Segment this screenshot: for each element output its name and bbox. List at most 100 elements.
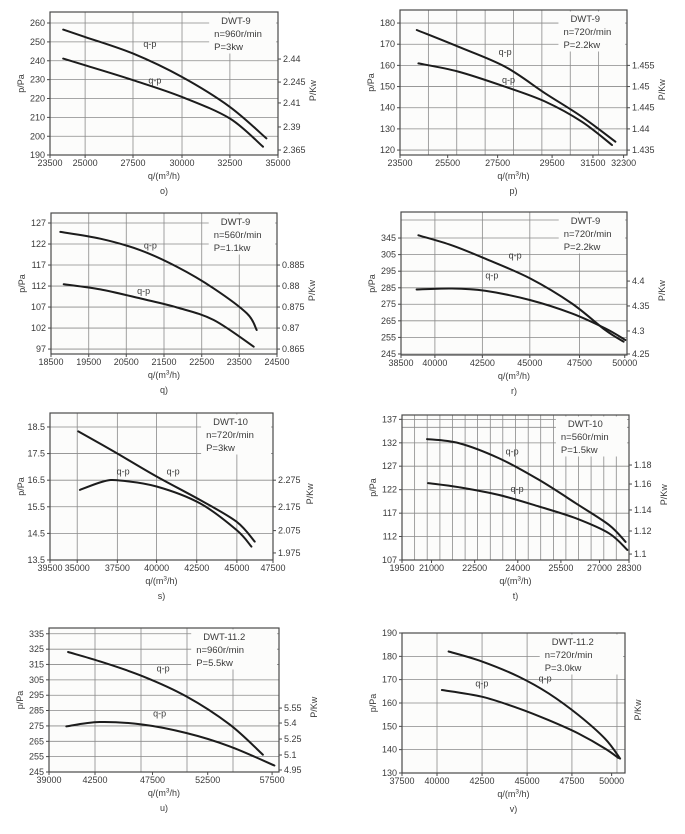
x-axis-label-pre: q/(m [145, 576, 163, 586]
x-tick-label: 18500 [38, 357, 63, 367]
plot-frame [401, 414, 630, 561]
y-left-tick-label: 275 [381, 299, 396, 309]
y-left-tick-label: 107 [31, 302, 46, 312]
y-left-tick-label: 127 [31, 218, 46, 228]
y-right-tick-label: 1.44 [632, 124, 650, 134]
qp-curve-upper [77, 430, 256, 543]
title-background [191, 629, 277, 670]
x-axis-label: q/(m3/h) [148, 370, 180, 381]
plot-frame [48, 627, 280, 773]
x-tick-label: 30000 [169, 158, 194, 168]
panel-letter: p) [509, 186, 517, 196]
x-tick-label: 47500 [559, 776, 584, 786]
x-axis-label-pre: q/(m [497, 789, 515, 799]
plot-frame [49, 11, 279, 156]
x-tick-label: 40000 [144, 563, 169, 573]
x-axis-label-post: /h) [520, 371, 531, 381]
x-tick-label: 35000 [265, 158, 290, 168]
y-right-tick-label: 1.12 [634, 526, 652, 536]
x-axis-label: q/(m3/h) [498, 371, 530, 382]
y-right-tick-label: 2.075 [278, 526, 301, 536]
y-left-tick-label: 112 [32, 281, 46, 291]
chart-title-line: P=1.5kw [561, 445, 598, 456]
y-left-tick-label: 240 [30, 56, 45, 66]
qp-curve-upper [447, 650, 622, 760]
chart-title-line: DWT-10 [213, 417, 248, 428]
y-left-tick-label: 260 [30, 18, 45, 28]
qp-curve-upper [67, 651, 264, 756]
x-axis-label-sup: 3 [516, 371, 520, 378]
y-left-tick-label: 13.5 [27, 555, 45, 565]
qp-curve-lower [65, 720, 276, 767]
y-right-tick-label: 5.25 [284, 734, 302, 744]
y-left-tick-label: 130 [380, 124, 395, 134]
panel-q-chart: DWT-9 n=560r/min P=1.1kw q-p q-p 127 122 117 112… [17, 212, 317, 395]
y-right-tick-label: 1.435 [632, 145, 655, 155]
y-axis-label-left: p/Pa [16, 477, 26, 496]
x-tick-label: 39000 [36, 775, 61, 785]
x-axis-label-sup: 3 [517, 576, 521, 583]
y-left-tick-label: 250 [30, 37, 45, 47]
qp-curve-upper [417, 234, 625, 343]
x-tick-label: 39500 [37, 563, 62, 573]
qp-curve-lower [78, 478, 253, 548]
y-axis-label-right: P/Kw [309, 696, 319, 718]
y-left-tick-label: 285 [29, 706, 44, 716]
x-tick-label: 52500 [195, 775, 220, 785]
plot-frame [400, 211, 628, 356]
chart-title-line: DWT-9 [221, 217, 251, 228]
title-background [555, 416, 627, 457]
y-axis-label-left: p/Pa [366, 73, 376, 92]
x-axis-label: q/(m3/h) [148, 788, 180, 799]
title-background [558, 11, 625, 52]
y-axis-label-right: P/Kw [659, 484, 669, 506]
y-right-tick-label: 2.275 [278, 475, 301, 485]
x-tick-label: 47500 [567, 358, 592, 368]
x-tick-label: 22500 [462, 563, 487, 573]
y-left-tick-label: 275 [29, 721, 44, 731]
y-left-tick-label: 325 [29, 644, 44, 654]
y-left-tick-label: 160 [382, 698, 397, 708]
y-right-tick-label: 1.14 [634, 505, 652, 515]
x-tick-label: 25500 [548, 563, 573, 573]
y-left-tick-label: 170 [380, 39, 395, 49]
x-tick-label: 42500 [82, 775, 107, 785]
x-axis-label-post: /h) [519, 171, 530, 181]
chart-title-line: P=2.2kw [563, 40, 600, 51]
panel-letter: s) [158, 591, 166, 601]
chart-title-line: n=720r/min [545, 650, 593, 661]
y-left-tick-label: 305 [29, 675, 44, 685]
x-tick-label: 19500 [389, 563, 414, 573]
x-tick-label: 21000 [419, 563, 444, 573]
y-left-tick-label: 150 [380, 82, 395, 92]
y-left-tick-label: 150 [382, 721, 397, 731]
y-right-tick-label: 2.245 [283, 77, 306, 87]
x-tick-label: 42500 [470, 776, 495, 786]
x-tick-label: 42500 [470, 358, 495, 368]
plot-frame [49, 412, 274, 561]
y-right-tick-label: 5.55 [284, 703, 302, 713]
y-right-tick-label: 4.35 [632, 301, 650, 311]
y-right-tick-label: 4.3 [632, 326, 645, 336]
x-axis-label-post: /h) [521, 576, 532, 586]
panel-s-chart: DWT-10 n=720r/min P=3kw q-p q-p 18.5 17.5 16.5 1… [16, 412, 315, 601]
y-left-tick-label: 127 [382, 461, 397, 471]
y-left-tick-label: 200 [30, 131, 45, 141]
y-right-tick-label: 4.4 [632, 276, 645, 286]
panel-r-chart: DWT-9 n=720r/min P=2.2kw q-p q-p 345 305 295 285… [367, 211, 667, 396]
y-left-tick-label: 18.5 [27, 422, 45, 432]
curve-label-qp: q-p [148, 76, 161, 86]
chart-title-line: P=2.2kw [564, 242, 601, 253]
x-tick-label: 32500 [217, 158, 242, 168]
chart-title-line: DWT-9 [570, 14, 600, 25]
x-tick-label: 50000 [612, 358, 637, 368]
y-left-tick-label: 102 [31, 323, 46, 333]
y-left-tick-label: 265 [381, 316, 396, 326]
y-left-tick-label: 117 [383, 508, 397, 518]
y-right-tick-label: 1.45 [632, 82, 650, 92]
y-left-tick-label: 190 [30, 150, 45, 160]
x-tick-label: 42500 [184, 563, 209, 573]
x-axis-label-pre: q/(m [498, 371, 516, 381]
x-tick-label: 37500 [105, 563, 130, 573]
curve-label-qp: q-p [157, 663, 170, 673]
